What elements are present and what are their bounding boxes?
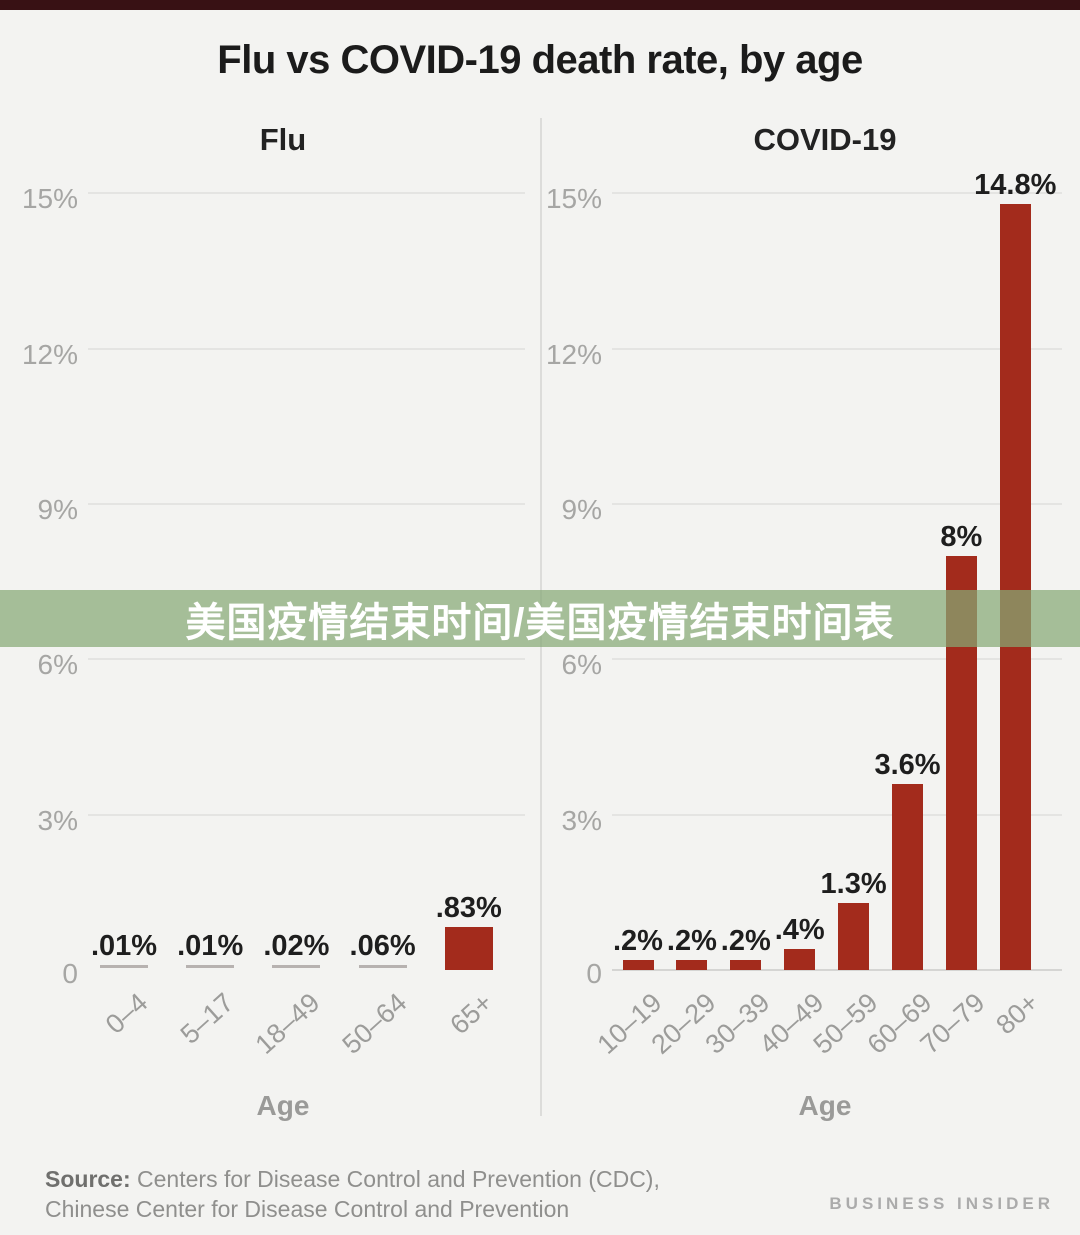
bar bbox=[999, 203, 1031, 970]
y-tick-label: 9% bbox=[561, 494, 602, 526]
bar bbox=[838, 902, 870, 970]
x-axis-title: Age bbox=[798, 1090, 852, 1121]
bar-value-label: 14.8% bbox=[974, 168, 1057, 201]
gridline bbox=[88, 347, 525, 350]
bar-value-label: .02% bbox=[263, 930, 330, 962]
gridline bbox=[88, 813, 525, 816]
bar-value-label: .01% bbox=[177, 930, 244, 962]
y-zero-label: 0 bbox=[586, 958, 602, 989]
x-axis-baseline bbox=[612, 969, 1062, 971]
bar-value-label: .2% bbox=[720, 924, 771, 957]
bar-value-label: .01% bbox=[90, 930, 158, 962]
source-line1: Centers for Disease Control and Preventi… bbox=[130, 1166, 660, 1192]
bar-value-label: .4% bbox=[774, 914, 825, 947]
bar-value-label: .2% bbox=[613, 924, 663, 957]
source-attribution: Source: Centers for Disease Control and … bbox=[45, 1164, 660, 1224]
overlay-banner-text: 美国疫情结束时间/美国疫情结束时间表 bbox=[185, 600, 895, 645]
y-zero-label: 0 bbox=[62, 958, 78, 989]
y-tick-label: 15% bbox=[545, 183, 602, 215]
bar-value-label: .06% bbox=[349, 930, 416, 962]
bar-value-label: 8% bbox=[940, 520, 983, 553]
y-tick-label: 12% bbox=[545, 338, 602, 370]
gridline bbox=[612, 813, 1062, 816]
bar-value-label: 1.3% bbox=[820, 867, 887, 900]
bar bbox=[186, 965, 235, 968]
x-axis-title: Age bbox=[256, 1090, 310, 1121]
bar bbox=[444, 927, 493, 970]
bar bbox=[892, 783, 923, 970]
source-line2: Chinese Center for Disease Control and P… bbox=[45, 1196, 570, 1222]
y-tick-label: 6% bbox=[37, 649, 78, 681]
gridline bbox=[612, 503, 1062, 506]
bar bbox=[100, 965, 148, 968]
bar bbox=[622, 959, 654, 970]
source-label: Source: bbox=[45, 1166, 131, 1192]
y-tick-label: 9% bbox=[37, 494, 78, 526]
gridline bbox=[612, 347, 1062, 350]
y-tick-label: 3% bbox=[561, 804, 602, 836]
bar-value-label: 3.6% bbox=[874, 748, 941, 781]
bar bbox=[676, 959, 708, 970]
y-tick-label: 6% bbox=[561, 649, 602, 681]
gridline bbox=[88, 192, 525, 195]
chart-title: Flu bbox=[259, 122, 307, 157]
gridline bbox=[88, 658, 525, 661]
y-tick-label: 3% bbox=[37, 804, 78, 836]
top-strip bbox=[0, 0, 1080, 10]
bar bbox=[730, 959, 762, 970]
page-title: Flu vs COVID-19 death rate, by age bbox=[217, 38, 863, 82]
bar bbox=[272, 965, 321, 968]
chart-title: COVID-19 bbox=[753, 122, 897, 157]
gridline bbox=[612, 658, 1062, 661]
business-insider-logo: BUSINESS INSIDER bbox=[829, 1194, 1054, 1213]
bar-value-label: .2% bbox=[666, 924, 717, 957]
y-tick-label: 12% bbox=[21, 338, 78, 370]
gridline bbox=[612, 192, 1062, 195]
bar-value-label: .83% bbox=[435, 892, 502, 925]
y-tick-label: 15% bbox=[21, 183, 78, 215]
bar bbox=[358, 965, 407, 968]
bar bbox=[784, 949, 816, 970]
gridline bbox=[88, 503, 525, 506]
overlay-banner: 美国疫情结束时间/美国疫情结束时间表 bbox=[0, 590, 1080, 647]
